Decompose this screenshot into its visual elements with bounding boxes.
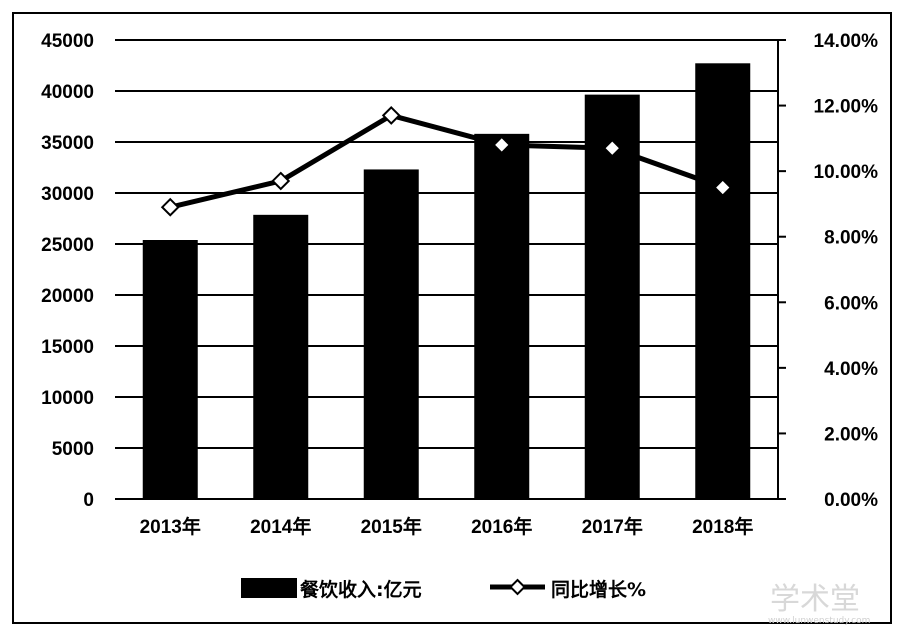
- right-tick-label: 12.00%: [814, 97, 879, 118]
- left-tick-label: 15000: [41, 337, 94, 358]
- watermark-url: www.lunwenstudy.com: [768, 616, 870, 626]
- gridlines: [115, 39, 778, 449]
- x-tick-label: 2013年: [140, 515, 201, 538]
- legend-line-label: 同比增长%: [551, 578, 646, 601]
- legend-bar-swatch: [241, 578, 297, 598]
- line-series: [160, 105, 733, 217]
- right-tick-label: 8.00%: [824, 228, 878, 249]
- growth-line: [169, 112, 724, 210]
- bar: [253, 214, 309, 499]
- line-point: [602, 138, 622, 158]
- left-tick-label: 45000: [41, 31, 94, 52]
- line-point: [271, 171, 291, 191]
- x-tick-label: 2016年: [471, 515, 532, 538]
- line-point: [381, 105, 401, 125]
- line-point: [160, 197, 180, 217]
- right-tick-label: 0.00%: [824, 490, 878, 511]
- x-tick-label: 2017年: [582, 515, 643, 538]
- left-tick-label: 25000: [41, 235, 94, 256]
- left-tick-label: 30000: [41, 184, 94, 205]
- bar: [695, 63, 751, 499]
- line-point: [713, 178, 733, 197]
- legend-bar-label: 餐饮收入:亿元: [300, 578, 422, 601]
- left-tick-label: 10000: [41, 388, 94, 409]
- bar: [142, 240, 198, 500]
- x-tick-label: 2015年: [361, 515, 422, 538]
- left-tick-label: 35000: [41, 133, 94, 154]
- right-tick-label: 2.00%: [824, 424, 878, 445]
- right-tick-label: 4.00%: [824, 359, 878, 380]
- x-tick-label: 2018年: [692, 515, 753, 538]
- bar: [363, 169, 419, 500]
- legend-line-marker: [509, 578, 526, 596]
- bar-series: [142, 63, 751, 500]
- watermark: 学术堂: [770, 582, 860, 617]
- legend: 餐饮收入:亿元 同比增长%: [241, 578, 646, 601]
- left-tick-label: 0: [83, 490, 94, 511]
- bar: [474, 133, 530, 499]
- right-tick-label: 6.00%: [824, 293, 878, 314]
- x-tick-label: 2014年: [250, 515, 311, 538]
- line-point: [492, 135, 512, 155]
- left-tick-label: 5000: [52, 439, 94, 460]
- left-tick-label: 40000: [41, 82, 94, 103]
- axes: 0 5000 10000 15000 20000 25000 30000 35000 40000…: [41, 31, 878, 538]
- bar: [584, 94, 640, 500]
- left-tick-label: 20000: [41, 286, 94, 307]
- right-tick-label: 10.00%: [814, 162, 879, 183]
- right-tick-label: 14.00%: [814, 31, 879, 52]
